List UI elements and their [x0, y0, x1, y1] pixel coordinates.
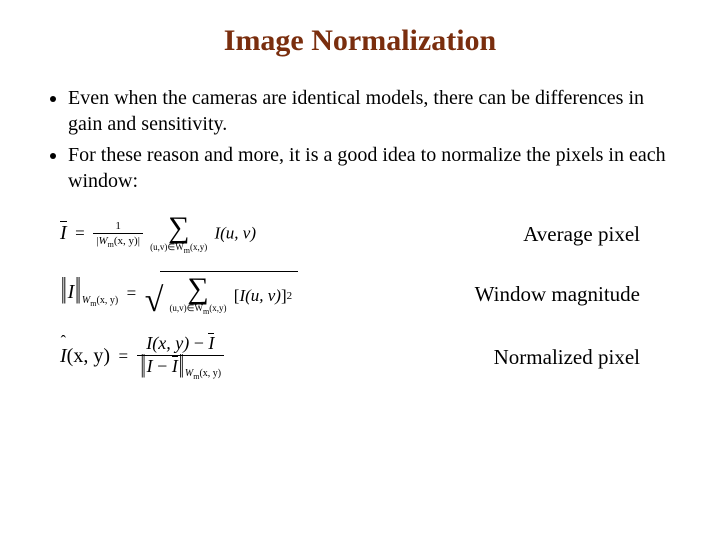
- sum-icon: ∑ (u,v)∈Wm(x,y): [150, 214, 207, 255]
- norm-den-args: (x, y): [199, 368, 221, 379]
- mag-lhs-I: I: [68, 281, 75, 303]
- norm-lhs-I: I: [60, 345, 67, 367]
- norm-den-right: I: [172, 356, 178, 376]
- formula-row-normalized: I(x, y) = I(x, y) − I ‖I − I‖Wm(x, y) No…: [60, 334, 680, 381]
- sqrt-icon: √ ∑ (u,v)∈Wm(x,y) [I(u, v)]2: [145, 271, 298, 318]
- mag-exp: 2: [287, 290, 293, 302]
- norm-den-left: I: [147, 356, 153, 376]
- formula-magnitude: ‖I‖Wm(x, y) = √ ∑ (u,v)∈Wm(x,y) [I(u, v)…: [60, 271, 298, 318]
- formula-normalized: I(x, y) = I(x, y) − I ‖I − I‖Wm(x, y): [60, 334, 224, 381]
- avg-den-W: W: [98, 235, 107, 247]
- mag-sum-sub: (u,v)∈W: [169, 303, 203, 313]
- sum-icon: ∑ (u,v)∈Wm(x,y): [169, 275, 226, 316]
- formula-label-average: Average pixel: [493, 222, 680, 247]
- formula-block: I = 1 |Wm(x, y)| ∑ (u,v)∈Wm(x,y) I(u, v)…: [60, 214, 680, 381]
- avg-sum-sub: (u,v)∈W: [150, 242, 184, 252]
- avg-sum-sub-tail: (x,y): [190, 242, 207, 252]
- norm-den-W: W: [185, 368, 193, 379]
- norm-den-minus: −: [157, 356, 167, 376]
- formula-row-magnitude: ‖I‖Wm(x, y) = √ ∑ (u,v)∈Wm(x,y) [I(u, v)…: [60, 271, 680, 318]
- formula-row-average: I = 1 |Wm(x, y)| ∑ (u,v)∈Wm(x,y) I(u, v)…: [60, 214, 680, 255]
- slide: Image Normalization Even when the camera…: [0, 0, 720, 540]
- avg-summand: I(u, v): [214, 224, 256, 243]
- slide-title: Image Normalization: [40, 24, 680, 58]
- avg-lhs: I: [60, 222, 67, 244]
- formula-label-magnitude: Window magnitude: [445, 282, 680, 307]
- avg-den-args: (x, y): [114, 235, 138, 247]
- norm-lhs-args: (x, y): [67, 345, 110, 367]
- norm-num-right: I: [208, 333, 214, 353]
- norm-num-minus: −: [194, 333, 204, 353]
- bullet-list: Even when the cameras are identical mode…: [40, 86, 680, 194]
- mag-lhs-W: W: [82, 295, 90, 306]
- avg-frac-num: 1: [93, 220, 143, 234]
- mag-summand: I(u, v): [239, 286, 281, 306]
- bullet-item: For these reason and more, it is a good …: [68, 143, 680, 194]
- mag-sum-sub-tail: (x,y): [209, 303, 226, 313]
- mag-lhs-args: (x, y): [97, 295, 119, 306]
- formula-label-normalized: Normalized pixel: [464, 345, 680, 370]
- formula-average: I = 1 |Wm(x, y)| ∑ (u,v)∈Wm(x,y) I(u, v): [60, 214, 256, 255]
- bullet-item: Even when the cameras are identical mode…: [68, 86, 680, 137]
